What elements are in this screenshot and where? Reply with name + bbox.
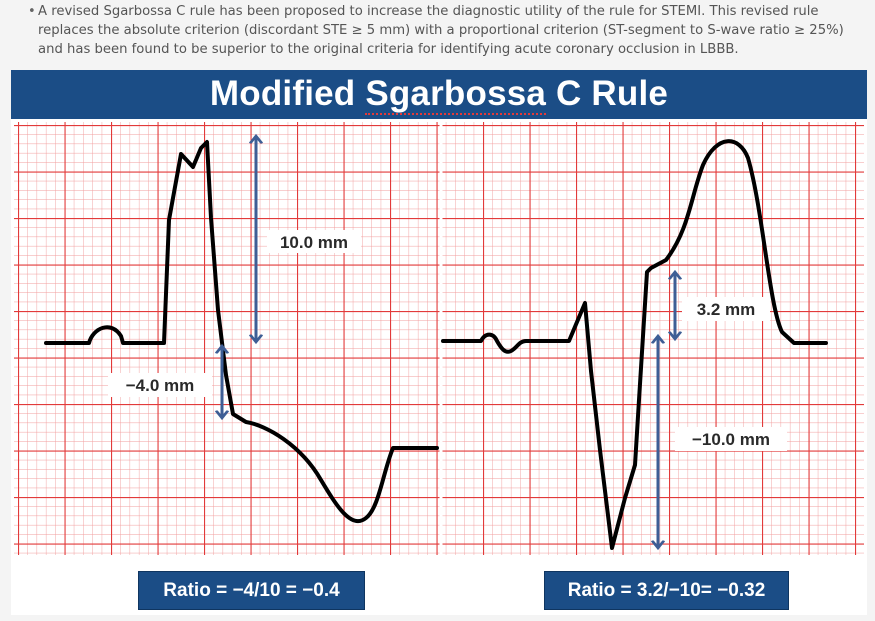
bullet-icon: • [28,4,36,19]
title-prefix: Modified [209,74,366,113]
right-lower-label-bg [675,427,787,451]
right-ecg-trace [441,139,828,550]
ecg-drawing: 10.0 mm −4.0 mm 3.2 mm −10.0 mm [14,122,864,555]
sgarbossa-figure: Modified Sgarbossa C Rule [11,70,867,615]
title-suffix: C Rule [546,74,669,113]
figure-title-bar: Modified Sgarbossa C Rule [11,70,867,119]
left-upper-label-bg [267,230,361,253]
right-upper-label: 3.2 mm [697,300,756,319]
major-grid [14,122,864,555]
paragraph-text: A revised Sgarbossa C rule has been prop… [38,4,844,57]
left-upper-label: 10.0 mm [280,233,348,252]
left-lower-label-bg [108,373,212,397]
body-paragraph: • A revised Sgarbossa C rule has been pr… [28,2,868,59]
right-ratio-box: Ratio = 3.2/−10= −0.32 [544,571,789,610]
right-lower-label: −10.0 mm [692,430,770,449]
left-lower-label: −4.0 mm [126,376,195,395]
title-word: Sgarbossa [365,74,547,115]
right-upper-label-bg [682,297,770,321]
left-ratio-box: Ratio = −4/10 = −0.4 [138,571,365,610]
figure-title: Modified Sgarbossa C Rule [11,74,867,115]
left-ecg-trace [44,140,439,523]
